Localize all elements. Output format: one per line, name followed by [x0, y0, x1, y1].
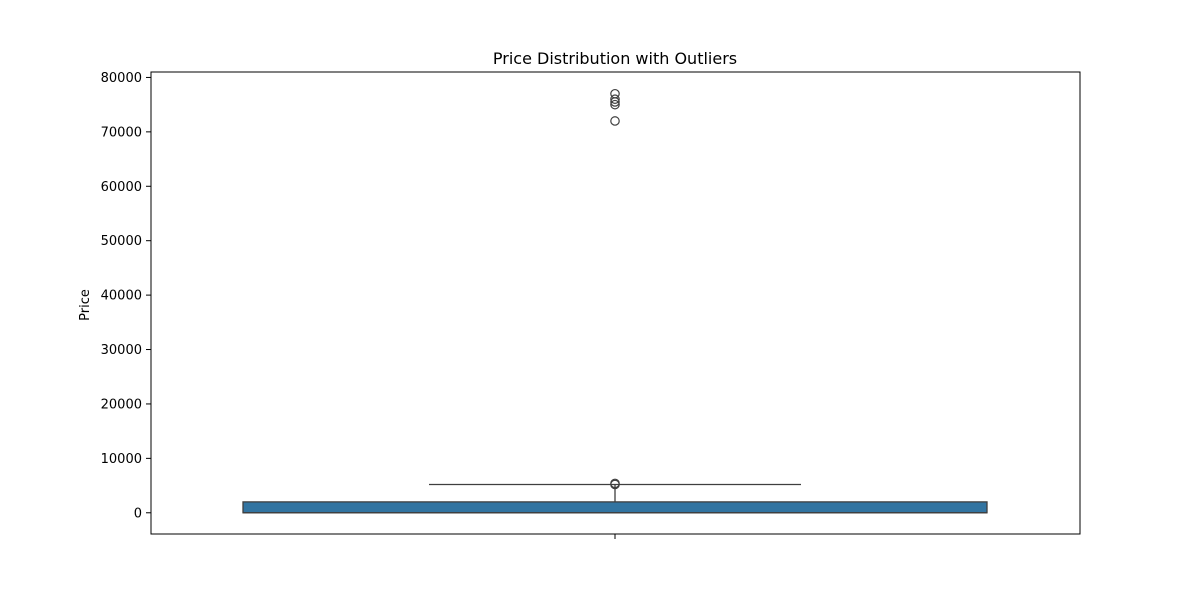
- outlier-point-3: [610, 116, 620, 126]
- outlier-point-6: [610, 94, 620, 105]
- y-axis-label: Price: [78, 289, 93, 321]
- outlier-point-4: [610, 99, 620, 110]
- y-tick-label-0: 0: [134, 506, 142, 521]
- y-tick-label-70000: 70000: [101, 125, 142, 140]
- outlier-point-2: [610, 478, 620, 489]
- y-tick-label-50000: 50000: [101, 234, 142, 249]
- plot-frame: [150, 71, 1081, 535]
- plot-area: 0 10000 20000 30000 40000 50000 60000 70000 8000…: [101, 71, 1081, 539]
- outlier-point-7: [610, 88, 620, 99]
- y-tick-label-30000: 30000: [101, 343, 142, 358]
- y-tick-label-80000: 80000: [101, 71, 142, 86]
- y-tick-label-40000: 40000: [101, 289, 142, 304]
- chart-title: Price Distribution with Outliers: [493, 49, 737, 68]
- y-tick-label-60000: 60000: [101, 180, 142, 195]
- box-iqr: [242, 501, 988, 514]
- y-tick-label-20000: 20000: [101, 397, 142, 412]
- y-tick-label-10000: 10000: [101, 452, 142, 467]
